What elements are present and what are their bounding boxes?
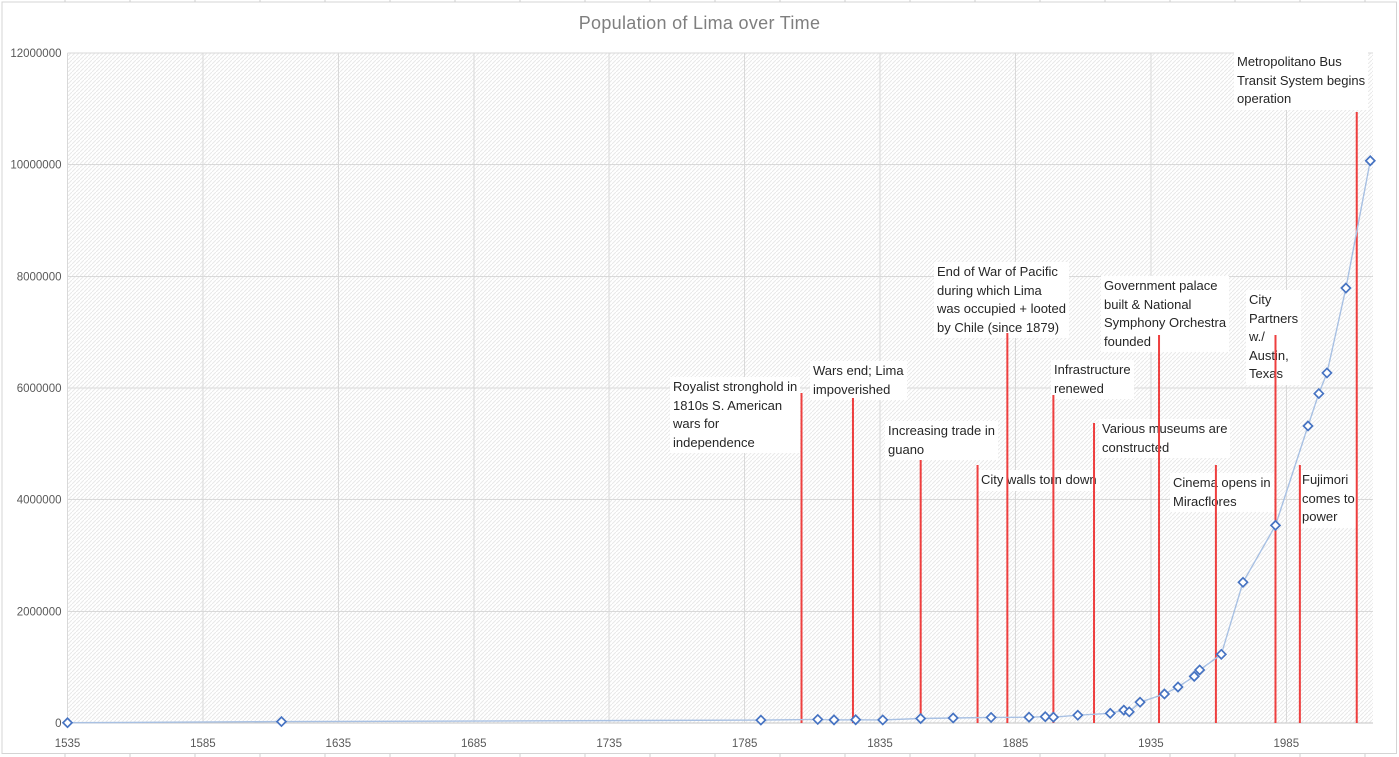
x-tick-label: 1935	[1138, 738, 1164, 750]
annotation-line: City	[1249, 292, 1272, 307]
annotation-event-6: Various museums are constructed	[1099, 419, 1231, 458]
annotation-line: operation	[1237, 91, 1292, 106]
annotation-line: wars for	[673, 416, 720, 431]
annotation-line: Various museums are	[1102, 421, 1228, 436]
annotation-line: built & National	[1104, 296, 1192, 312]
annotation-line: Cinema opens in	[1173, 475, 1271, 490]
annotation-line: Austin,	[1249, 347, 1289, 363]
x-tick-label: 1835	[867, 738, 893, 750]
annotation-event-11: Metropolitano Bus Transit System begins op…	[1234, 52, 1369, 110]
y-tick-label: 8000000	[17, 271, 62, 283]
annotation-line: Texas	[1249, 366, 1283, 381]
chart-title: Population of Lima over Time	[578, 13, 821, 33]
annotation-event-2: Increasing trade in guano	[885, 421, 998, 460]
annotation-event-1: Wars end; Lima impoverished	[810, 361, 907, 400]
y-tick-label: 10000000	[10, 160, 61, 172]
annotation-line: Government palace	[1104, 278, 1218, 293]
annotation-event-4: End of War of Pacific during which Lima wa…	[934, 262, 1070, 338]
y-tick-label: 2000000	[17, 606, 62, 618]
annotation-line: 1810s S. American	[673, 397, 783, 413]
annotation-line: End of War of Pacific	[937, 264, 1058, 279]
x-tick-label: 1685	[461, 738, 487, 750]
annotation-event-8: Cinema opens in Miracflores	[1170, 473, 1274, 512]
annotation-line: renewed	[1054, 380, 1104, 396]
x-tick-label: 1785	[732, 738, 758, 750]
x-tick-label: 1635	[326, 738, 352, 750]
annotation-line: comes to	[1302, 490, 1355, 506]
annotation-line: founded	[1104, 333, 1151, 349]
annotation-line: guano	[888, 441, 925, 457]
annotation-event-7: Government palace built & National Symphon…	[1101, 276, 1230, 352]
annotation-line: power	[1302, 509, 1338, 524]
annotation-line: by Chile (since 1879)	[937, 319, 1060, 335]
annotation-line: w./	[1249, 329, 1265, 344]
annotation-line: Infrastructure	[1054, 362, 1131, 377]
annotation-line: impoverished	[813, 381, 891, 397]
x-tick-label: 1885	[1003, 738, 1029, 750]
x-tick-label: 1735	[596, 738, 622, 750]
y-tick-label: 12000000	[10, 48, 61, 60]
annotation-line: Wars end; Lima	[813, 363, 904, 378]
annotation-event-3: City walls torn down	[978, 470, 1100, 491]
annotation-line: City walls torn down	[981, 472, 1097, 487]
annotation-event-10: Fujimori comes to power	[1299, 470, 1358, 528]
annotation-event-0: Royalist stronghold in 1810s S. American w…	[670, 377, 801, 453]
annotation-line: Royalist stronghold in	[673, 379, 798, 394]
annotation-line: Metropolitano Bus	[1237, 54, 1342, 69]
annotation-event-9: City Partners w./ Austin, Texas	[1246, 290, 1302, 385]
annotation-line: constructed	[1102, 439, 1170, 455]
annotation-line: during which Lima	[937, 282, 1042, 298]
annotation-line: Partners	[1249, 310, 1299, 326]
annotation-line: Transit System begins	[1237, 72, 1366, 88]
y-tick-label: 0	[55, 718, 61, 730]
annotation-line: Increasing trade in	[888, 423, 995, 438]
x-tick-label: 1535	[55, 738, 81, 750]
annotation-event-5: Infrastructure renewed	[1051, 360, 1134, 399]
annotation-line: Fujimori	[1302, 472, 1349, 487]
annotation-line: Symphony Orchestra	[1104, 315, 1227, 330]
annotation-line: independence	[673, 434, 755, 450]
y-tick-label: 6000000	[17, 383, 62, 395]
x-tick-label: 1985	[1274, 738, 1300, 750]
x-tick-label: 1585	[190, 738, 216, 750]
annotation-line: was occupied + looted	[937, 301, 1067, 316]
y-tick-label: 4000000	[17, 495, 62, 507]
annotation-line: Miracflores	[1173, 493, 1237, 509]
